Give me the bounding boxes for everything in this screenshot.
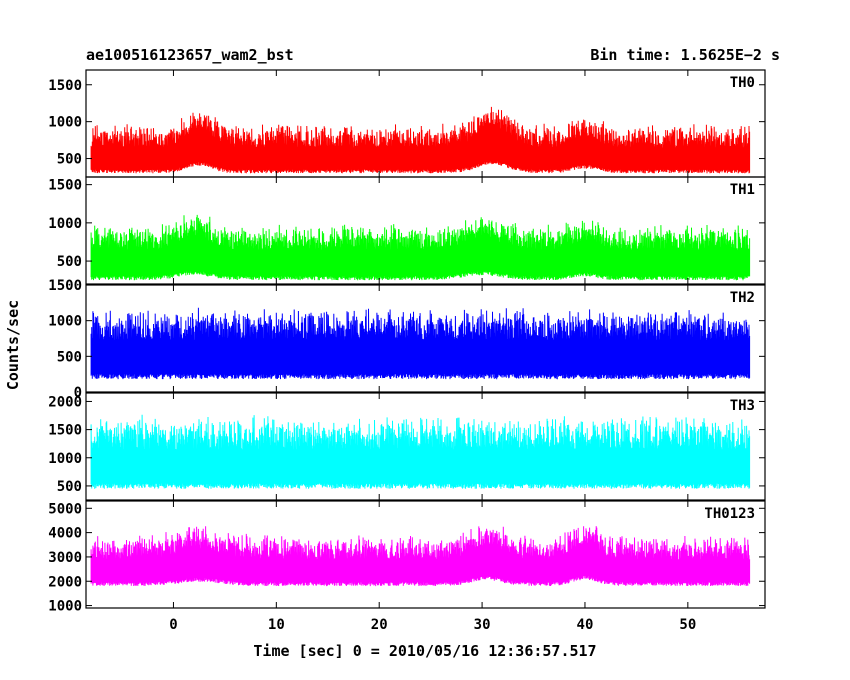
y-tick-label: 1500	[48, 278, 82, 294]
x-axis: 0 10 20 30 40 50	[169, 617, 696, 633]
series-th0	[90, 106, 751, 174]
plot-title-right: Bin time: 1.5625E−2 s	[590, 46, 780, 64]
x-axis-label: Time [sec] 0 = 2010/05/16 12:36:57.517	[253, 642, 596, 660]
x-tick-label: 40	[577, 617, 594, 633]
panel-frame	[85, 500, 766, 609]
y-tick-label: 1500	[48, 178, 82, 194]
y-tick-label: 500	[57, 349, 82, 365]
panel-label: TH1	[730, 182, 755, 198]
y-tick-label: 1500	[48, 78, 82, 94]
y-tick-label: 1000	[48, 599, 82, 615]
panel-frame	[85, 176, 766, 285]
y-tick-label: 2000	[48, 394, 82, 410]
y-axis-label: Counts/sec	[4, 300, 22, 390]
panel-th3: 500 1000 1500 2000 TH3	[48, 392, 766, 501]
x-tick-label: 0	[169, 617, 177, 633]
panel-th2: 0 500 1000 1500 TH2	[48, 278, 766, 401]
x-tick-label: 20	[371, 617, 388, 633]
panel-th1: 500 1000 1500 TH1	[48, 176, 766, 285]
panel-th0123: 1000 2000 3000 4000 5000 TH0123	[48, 500, 766, 615]
panel-label: TH2	[730, 290, 755, 306]
series-th0123	[90, 526, 751, 587]
y-tick-label: 1000	[48, 451, 82, 467]
panels-group: 500 1000 1500 TH0 500 1000 1500 TH1 0 500 1000 1500…	[48, 69, 766, 615]
series-th3	[90, 414, 751, 489]
y-tick-label: 2000	[48, 574, 82, 590]
y-tick-label: 0	[74, 385, 82, 401]
y-tick-label: 500	[57, 479, 82, 495]
panel-th0: 500 1000 1500 TH0	[48, 69, 766, 178]
x-tick-label: 50	[679, 617, 696, 633]
x-tick-label: 30	[474, 617, 491, 633]
panel-label: TH0	[730, 75, 755, 91]
panel-label: TH0123	[704, 506, 755, 522]
series-th2	[90, 307, 751, 380]
y-tick-label: 1000	[48, 216, 82, 232]
y-tick-label: 500	[57, 254, 82, 270]
y-tick-label: 1000	[48, 314, 82, 330]
panel-frame	[85, 284, 766, 393]
y-tick-label: 1500	[48, 423, 82, 439]
y-tick-label: 1000	[48, 115, 82, 131]
x-tick-label: 10	[268, 617, 285, 633]
panel-frame	[85, 392, 766, 501]
plot-title-left: ae100516123657_wam2_bst	[86, 46, 294, 64]
y-tick-label: 5000	[48, 501, 82, 517]
y-tick-label: 3000	[48, 550, 82, 566]
series-th1	[90, 214, 751, 281]
y-tick-label: 500	[57, 152, 82, 168]
y-tick-label: 4000	[48, 526, 82, 542]
panel-label: TH3	[730, 398, 755, 414]
